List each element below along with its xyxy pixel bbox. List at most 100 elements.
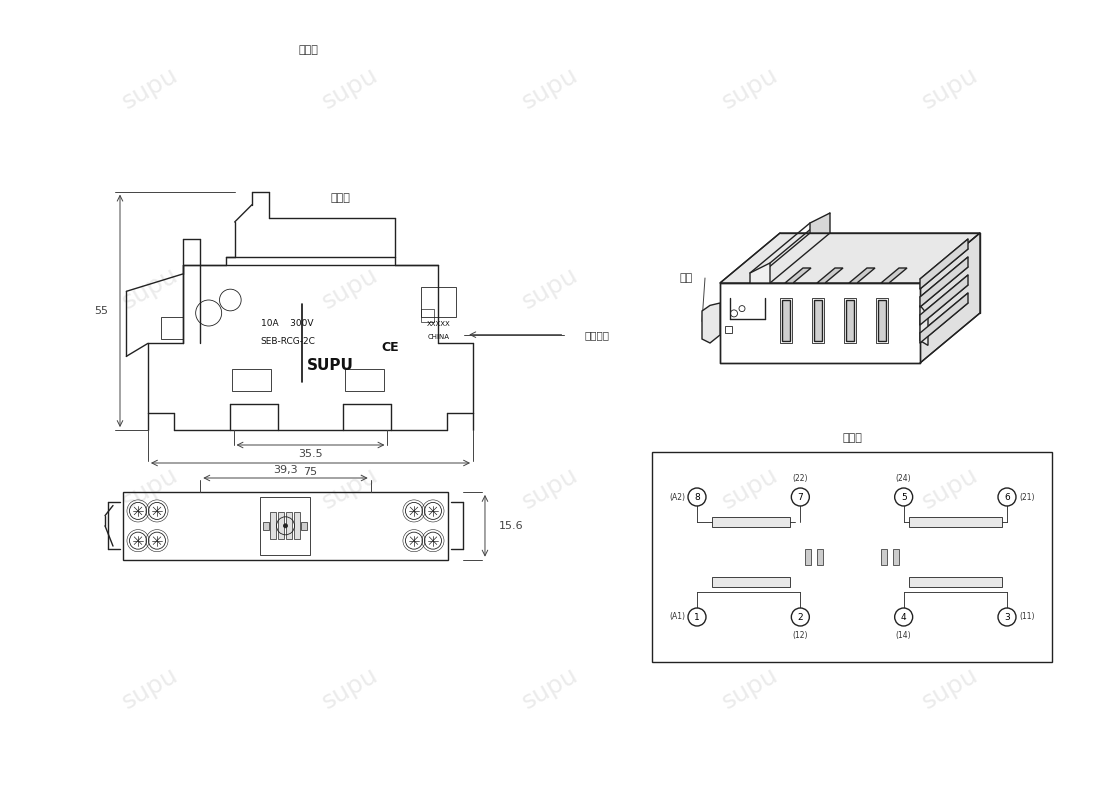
Polygon shape bbox=[920, 275, 968, 325]
Text: 7: 7 bbox=[797, 492, 803, 501]
Bar bbox=[909, 517, 1002, 527]
Bar bbox=[123, 492, 448, 559]
Text: (24): (24) bbox=[896, 474, 911, 483]
Text: supu: supu bbox=[518, 663, 582, 714]
Text: CHINA: CHINA bbox=[427, 334, 449, 340]
Bar bbox=[844, 298, 856, 343]
Bar bbox=[909, 577, 1002, 587]
Bar bbox=[814, 300, 822, 341]
Bar bbox=[712, 577, 790, 587]
Bar bbox=[421, 287, 456, 318]
Bar bbox=[161, 317, 182, 339]
Bar bbox=[877, 298, 888, 343]
Text: supu: supu bbox=[718, 62, 783, 113]
Bar bbox=[233, 370, 272, 391]
Text: (11): (11) bbox=[1018, 612, 1034, 622]
Circle shape bbox=[284, 524, 287, 528]
Circle shape bbox=[792, 488, 809, 506]
Text: supu: supu bbox=[318, 262, 382, 314]
Text: supu: supu bbox=[518, 463, 582, 514]
Text: SUPU: SUPU bbox=[306, 358, 353, 373]
Polygon shape bbox=[811, 213, 830, 233]
Bar bbox=[724, 326, 732, 333]
Circle shape bbox=[688, 488, 705, 506]
Bar bbox=[302, 522, 307, 530]
Text: supu: supu bbox=[318, 62, 382, 113]
Text: 8: 8 bbox=[694, 492, 700, 501]
Text: (14): (14) bbox=[896, 631, 911, 640]
Polygon shape bbox=[920, 239, 968, 289]
Polygon shape bbox=[849, 268, 875, 283]
Text: XXXXX: XXXXX bbox=[426, 321, 451, 327]
Bar bbox=[805, 549, 812, 565]
Text: CE: CE bbox=[382, 341, 399, 354]
Text: supu: supu bbox=[318, 663, 382, 714]
Polygon shape bbox=[920, 293, 968, 343]
Circle shape bbox=[894, 608, 912, 626]
Polygon shape bbox=[702, 303, 720, 343]
Text: supu: supu bbox=[117, 62, 182, 113]
Text: 75: 75 bbox=[303, 467, 318, 477]
Text: 2: 2 bbox=[797, 612, 803, 622]
Bar bbox=[781, 300, 790, 341]
Text: supu: supu bbox=[518, 62, 582, 113]
Text: 4: 4 bbox=[901, 612, 907, 622]
Text: supu: supu bbox=[918, 463, 983, 514]
Bar bbox=[260, 497, 311, 555]
Text: supu: supu bbox=[718, 663, 783, 714]
Bar bbox=[881, 549, 887, 565]
Circle shape bbox=[688, 608, 705, 626]
Text: supu: supu bbox=[718, 463, 783, 514]
Text: supu: supu bbox=[117, 463, 182, 514]
Text: 1: 1 bbox=[694, 612, 700, 622]
Bar bbox=[892, 549, 899, 565]
Bar bbox=[712, 517, 790, 527]
Polygon shape bbox=[920, 306, 928, 345]
Circle shape bbox=[894, 488, 912, 506]
Polygon shape bbox=[817, 268, 843, 283]
Bar bbox=[817, 549, 823, 565]
Text: supu: supu bbox=[318, 463, 382, 514]
Text: (A1): (A1) bbox=[669, 612, 685, 622]
Text: 15.6: 15.6 bbox=[499, 521, 523, 531]
Bar bbox=[878, 300, 885, 341]
Text: supu: supu bbox=[918, 663, 983, 714]
Text: 日期编码: 日期编码 bbox=[585, 329, 609, 340]
Bar bbox=[286, 512, 293, 539]
Circle shape bbox=[998, 488, 1016, 506]
Bar bbox=[264, 522, 269, 530]
Polygon shape bbox=[920, 257, 968, 307]
Text: (A2): (A2) bbox=[669, 492, 685, 501]
Text: 39,3: 39,3 bbox=[273, 465, 297, 475]
Text: 接线图: 接线图 bbox=[842, 433, 862, 443]
Bar bbox=[812, 298, 824, 343]
Text: 35.5: 35.5 bbox=[299, 449, 323, 459]
Polygon shape bbox=[920, 233, 980, 363]
Text: 6: 6 bbox=[1004, 492, 1010, 501]
Circle shape bbox=[792, 608, 809, 626]
Polygon shape bbox=[785, 268, 811, 283]
Text: 3: 3 bbox=[1004, 612, 1010, 622]
Bar bbox=[846, 300, 854, 341]
Circle shape bbox=[998, 608, 1016, 626]
Text: 侧面: 侧面 bbox=[680, 273, 693, 283]
Text: supu: supu bbox=[918, 262, 983, 314]
Bar bbox=[652, 452, 1052, 662]
Text: (12): (12) bbox=[793, 631, 808, 640]
Bar bbox=[294, 512, 301, 539]
Text: 外形图: 外形图 bbox=[299, 45, 318, 55]
Text: supu: supu bbox=[518, 262, 582, 314]
Text: (22): (22) bbox=[793, 474, 808, 483]
Text: supu: supu bbox=[117, 262, 182, 314]
Bar bbox=[421, 309, 434, 322]
Text: 55: 55 bbox=[94, 306, 108, 316]
Bar bbox=[278, 512, 284, 539]
Text: supu: supu bbox=[117, 663, 182, 714]
Text: 10A    300V: 10A 300V bbox=[260, 319, 313, 329]
Text: supu: supu bbox=[918, 62, 983, 113]
Bar bbox=[345, 370, 383, 391]
Text: SEB-RCG-2C: SEB-RCG-2C bbox=[260, 336, 315, 346]
Text: supu: supu bbox=[718, 262, 783, 314]
Polygon shape bbox=[720, 233, 980, 283]
Bar bbox=[780, 298, 792, 343]
